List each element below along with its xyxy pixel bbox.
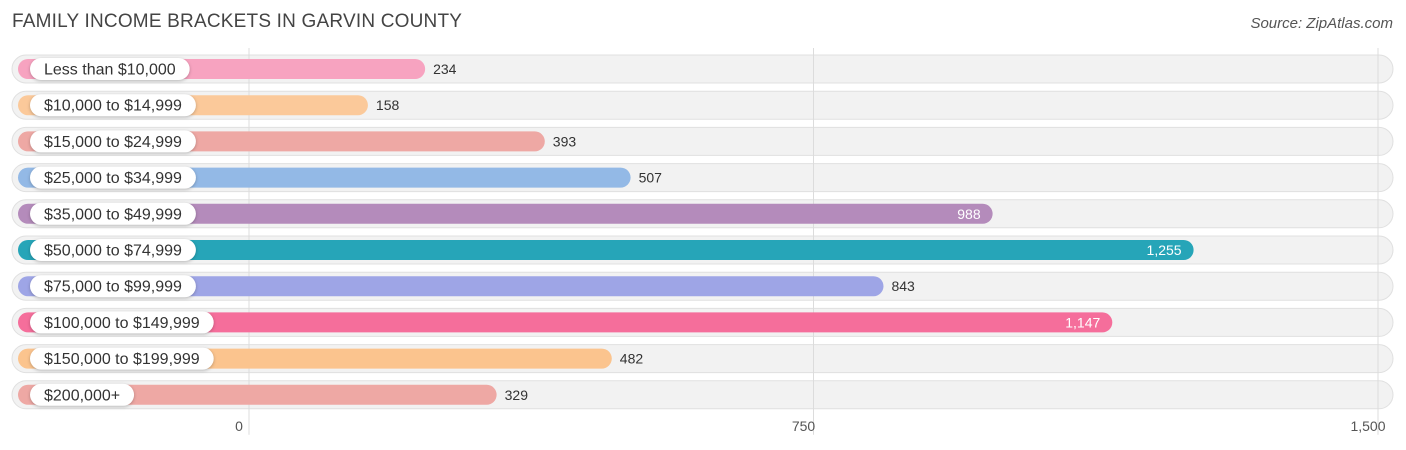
value-label: 234 [433, 61, 457, 77]
category-pill [30, 239, 196, 261]
category-pill [30, 202, 196, 225]
category-label: $150,000 to $199,999 [44, 351, 200, 368]
category-pill [30, 130, 196, 153]
category-pill [30, 383, 135, 406]
x-tick-label: 0 [235, 418, 243, 434]
category-label: $10,000 to $14,999 [44, 98, 182, 115]
bar [18, 276, 884, 297]
value-label: 507 [639, 170, 663, 186]
value-label: 1,147 [1065, 314, 1100, 330]
category-pill [30, 166, 196, 189]
value-label: 158 [376, 97, 400, 113]
x-tick-label: 1,500 [1350, 418, 1385, 434]
value-label: 329 [505, 387, 529, 403]
x-tick-label: 750 [792, 418, 816, 434]
category-pill [30, 58, 190, 80]
category-label: Less than $10,000 [44, 62, 176, 79]
bar [18, 312, 1113, 333]
chart-source: Source: ZipAtlas.com [1250, 15, 1393, 32]
value-label: 1,255 [1147, 242, 1182, 258]
category-label: $100,000 to $149,999 [44, 315, 200, 332]
bar [18, 203, 993, 224]
category-pill [30, 275, 196, 298]
category-label: $200,000+ [44, 387, 120, 404]
category-label: $75,000 to $99,999 [44, 279, 182, 296]
value-label: 393 [553, 133, 577, 149]
category-pill [30, 311, 214, 334]
value-label: 482 [620, 351, 644, 367]
value-label: 988 [957, 206, 981, 222]
bar [18, 240, 1194, 260]
category-pill [30, 347, 214, 370]
value-label: 843 [891, 278, 915, 294]
category-label: $15,000 to $24,999 [44, 134, 182, 151]
category-label: $25,000 to $34,999 [44, 170, 182, 187]
chart-title: FAMILY INCOME BRACKETS IN GARVIN COUNTY [12, 11, 463, 32]
category-label: $35,000 to $49,999 [44, 206, 182, 223]
category-label: $50,000 to $74,999 [44, 243, 182, 260]
bar [18, 384, 497, 405]
category-pill [30, 94, 196, 117]
